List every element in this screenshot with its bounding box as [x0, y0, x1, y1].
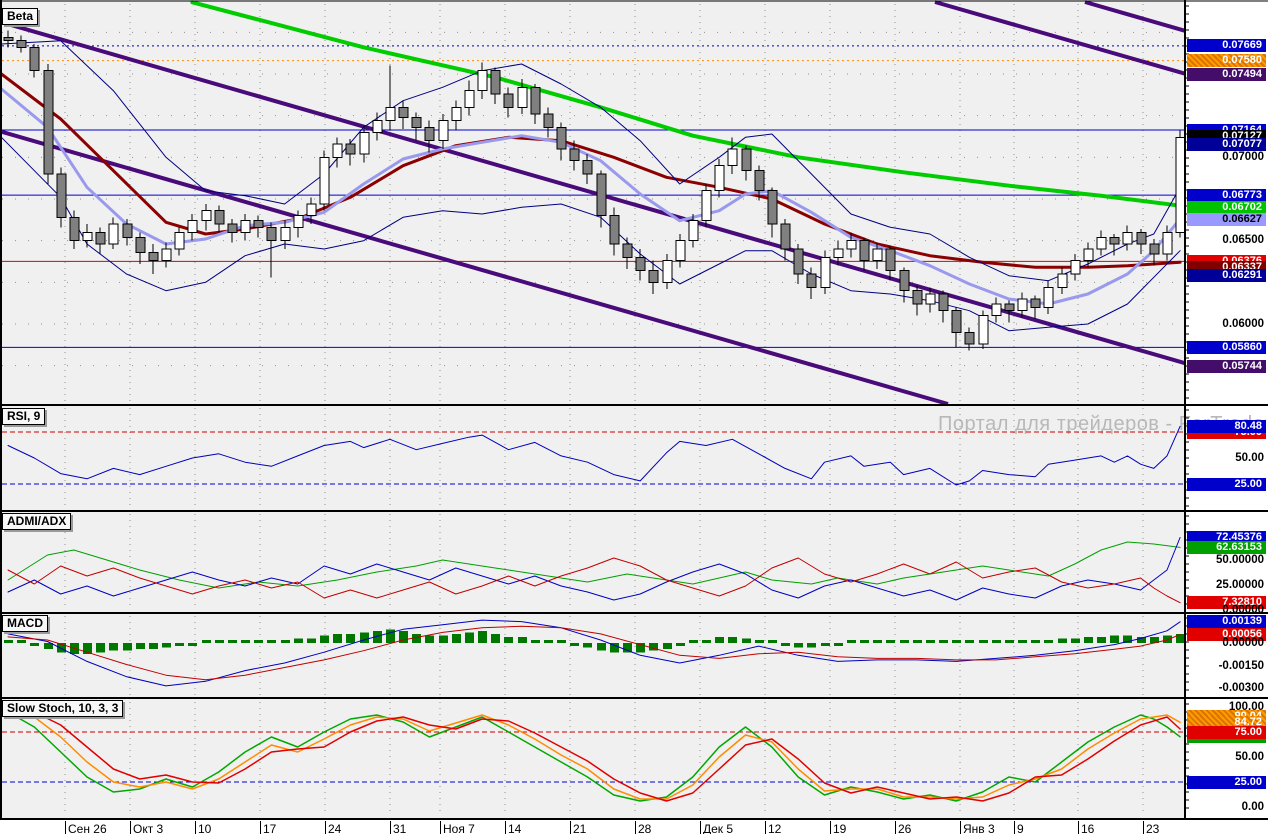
candles: [3, 30, 1186, 351]
time-axis-label: 10: [198, 822, 212, 834]
time-axis-tick: [960, 821, 961, 834]
time-axis-tick: [260, 821, 261, 834]
time-axis-label: Янв 3: [963, 822, 995, 834]
time-axis-tick: [830, 821, 831, 834]
time-axis-label: 14: [508, 822, 522, 834]
time-axis-label: 24: [328, 822, 342, 834]
time-axis-tick: [390, 821, 391, 834]
time-axis-tick: [700, 821, 701, 834]
time-axis-tick: [130, 821, 131, 834]
time-axis-tick: [635, 821, 636, 834]
time-axis-label: 23: [1146, 822, 1160, 834]
time-axis-label: Ноя 7: [443, 822, 475, 834]
time-axis-label: 31: [393, 822, 407, 834]
stoch-panel-label: Slow Stoch, 10, 3, 3: [2, 700, 124, 717]
time-axis-tick: [1078, 821, 1079, 834]
time-axis-tick: [65, 821, 66, 834]
time-axis-tick: [570, 821, 571, 834]
time-axis-tick: [505, 821, 506, 834]
time-axis-label: 9: [1017, 822, 1024, 834]
time-axis-label: 17: [263, 822, 277, 834]
time-axis-label: 28: [638, 822, 652, 834]
time-axis-label: Сен 26: [68, 822, 107, 834]
time-axis-tick: [765, 821, 766, 834]
time-axis-label: 12: [768, 822, 782, 834]
time-axis-label: 19: [833, 822, 847, 834]
symbol-label: Beta: [2, 8, 39, 25]
time-axis-tick: [1143, 821, 1144, 834]
time-axis-label: 21: [573, 822, 587, 834]
time-axis-label: Дек 5: [703, 822, 734, 834]
time-axis-label: 26: [898, 822, 912, 834]
time-axis[interactable]: Сен 26 Окт 3 10 17 24 31 Ноя 7 14 21 28 Дек 5 12 19 2…: [0, 818, 1268, 834]
macd-panel-label: MACD: [2, 615, 48, 632]
time-axis-tick: [195, 821, 196, 834]
time-axis-label: Окт 3: [133, 822, 164, 834]
time-axis-tick: [1014, 821, 1015, 834]
macd-histogram: [4, 629, 1185, 654]
time-axis-tick: [895, 821, 896, 834]
adx-panel-label: ADMI/ADX: [2, 513, 72, 530]
time-axis-label: 16: [1081, 822, 1095, 834]
time-axis-tick: [440, 821, 441, 834]
rsi-panel-label: RSI, 9: [2, 408, 46, 425]
time-axis-tick: [325, 821, 326, 834]
